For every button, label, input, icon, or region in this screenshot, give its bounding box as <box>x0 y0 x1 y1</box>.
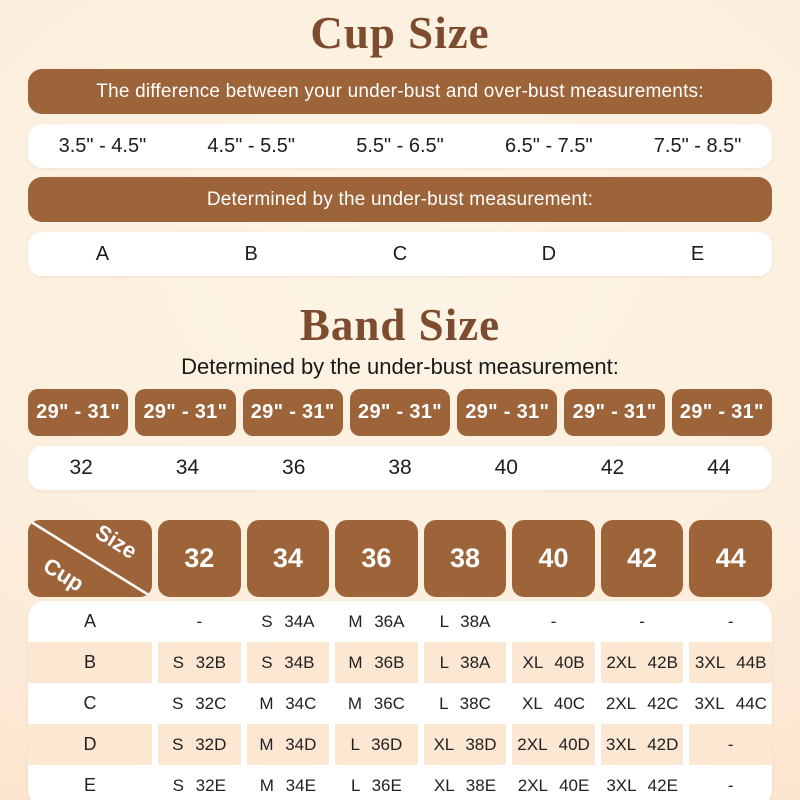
size-cell: 2XL 40E <box>517 775 590 795</box>
size-cell: M 36B <box>335 642 418 683</box>
banner-difference: The difference between your under-bust a… <box>28 69 772 114</box>
size-cell: 3XL 42E <box>606 775 678 795</box>
size-cell: XL 40B <box>512 642 595 683</box>
band-number-cell: 44 <box>707 456 731 479</box>
table-corner-cell: Size Cup <box>28 520 152 597</box>
size-cell: L 38A <box>423 642 507 683</box>
size-cell: S 32D <box>158 724 241 765</box>
size-cell: 2XL 40D <box>512 724 595 765</box>
diagonal-line <box>28 520 152 597</box>
cup-range-cell: 6.5" - 7.5" <box>505 134 593 157</box>
cup-letter-cell: D <box>541 242 557 265</box>
cup-letter-cell: A <box>95 242 110 265</box>
size-cell: XL 38D <box>423 724 507 765</box>
table-row-d: D S 32D M 34D L 36D XL 38D 2XL 40D 3XL 4… <box>28 724 772 765</box>
size-cell: M 36A <box>348 611 405 631</box>
column-header-cell: 44 <box>689 520 772 597</box>
size-cell: 3XL 42D <box>600 724 684 765</box>
table-row-b: B S 32B S 34B M 36B L 38A XL 40B 2XL 42B… <box>28 642 772 683</box>
size-cell: - <box>727 611 734 631</box>
cup-letter-cell: E <box>690 242 705 265</box>
band-range-row: 29" - 31" 29" - 31" 29" - 31" 29" - 31" … <box>28 389 772 436</box>
row-cup-label: B <box>28 642 152 683</box>
column-header-cell: 32 <box>158 520 241 597</box>
banner-difference-text: The difference between your under-bust a… <box>96 80 704 102</box>
band-size-title: Band Size <box>299 300 501 350</box>
row-cup-label: A <box>83 611 96 631</box>
size-table-header: Size Cup 32 34 36 38 40 42 44 <box>28 520 772 597</box>
row-cup-label: D <box>28 724 152 765</box>
size-table: Size Cup 32 34 36 38 40 42 44 A - S 34A … <box>28 520 772 800</box>
band-number-cell: 42 <box>600 456 625 479</box>
size-table-body: A - S 34A M 36A L 38A - - - B S 32B S 34… <box>28 601 772 800</box>
band-range-box: 29" - 31" <box>671 389 772 436</box>
size-cell: - <box>196 611 203 631</box>
size-cell: S 32C <box>172 693 227 713</box>
size-cell: S 34B <box>246 642 330 683</box>
band-range-box: 29" - 31" <box>135 389 236 436</box>
band-range-box: 29" - 31" <box>242 389 343 436</box>
band-range-box: 29" - 31" <box>564 389 665 436</box>
size-cell: L 38A <box>439 611 491 631</box>
size-cell: S 32E <box>172 775 226 795</box>
column-header-cell: 34 <box>246 520 330 597</box>
size-cell: M 34E <box>259 775 316 795</box>
size-cell: 2XL 42B <box>600 642 684 683</box>
size-cell: 3XL 44C <box>694 693 767 713</box>
table-row-c: C S 32C M 34C M 36C L 38C XL 40C 2XL 42C… <box>28 683 772 724</box>
cup-range-row: 3.5" - 4.5" 4.5" - 5.5" 5.5" - 6.5" 6.5"… <box>28 124 772 168</box>
cup-letter-cell: B <box>244 242 258 265</box>
cup-letter-cell: C <box>392 242 408 265</box>
size-cell: L 36D <box>335 724 418 765</box>
cup-range-cell: 4.5" - 5.5" <box>207 134 295 157</box>
column-header-cell: 38 <box>423 520 507 597</box>
row-cup-label: C <box>83 693 97 713</box>
band-number-row: 32 34 36 38 40 42 44 <box>28 446 772 490</box>
cup-range-cell: 5.5" - 6.5" <box>356 134 444 157</box>
row-cup-label: E <box>83 775 96 795</box>
size-cell: M 34D <box>246 724 330 765</box>
table-row-a: A - S 34A M 36A L 38A - - - <box>28 601 772 642</box>
cup-letter-row: A B C D E <box>28 232 772 276</box>
size-cell: M 34C <box>259 693 317 713</box>
band-range-box: 29" - 31" <box>349 389 451 436</box>
size-cell: 3XL 44B <box>689 642 772 683</box>
column-header-cell: 36 <box>335 520 418 597</box>
size-cell: - <box>727 775 734 795</box>
size-cell: - <box>689 724 772 765</box>
size-cell: L 36E <box>351 775 402 795</box>
size-cell: XL 40C <box>522 693 586 713</box>
size-cell: - <box>639 611 645 631</box>
size-cell: S 32B <box>158 642 241 683</box>
cup-range-cell: 3.5" - 4.5" <box>58 134 147 157</box>
size-cell: M 36C <box>347 693 405 713</box>
band-range-box: 29" - 31" <box>457 389 558 436</box>
cup-size-title: Cup Size <box>310 8 490 58</box>
column-header-cell: 42 <box>600 520 684 597</box>
size-cell: L 38C <box>439 693 491 713</box>
banner-underbust: Determined by the under-bust measurement… <box>28 177 772 222</box>
band-number-cell: 40 <box>494 456 518 479</box>
band-number-cell: 34 <box>175 456 200 479</box>
band-number-cell: 32 <box>69 456 93 479</box>
band-subtitle: Determined by the under-bust measurement… <box>181 354 619 379</box>
table-row-e: E S 32E M 34E L 36E XL 38E 2XL 40E 3XL 4… <box>28 765 772 800</box>
band-range-box: 29" - 31" <box>28 389 129 436</box>
size-cell: S 34A <box>261 611 315 631</box>
banner-underbust-text: Determined by the under-bust measurement… <box>206 188 594 210</box>
size-cell: XL 38E <box>433 775 497 795</box>
cup-range-cell: 7.5" - 8.5" <box>653 134 742 157</box>
size-cell: - <box>550 611 557 631</box>
size-cell: 2XL 42C <box>605 693 679 713</box>
column-header-cell: 40 <box>512 520 595 597</box>
band-number-cell: 38 <box>388 456 412 479</box>
band-number-cell: 36 <box>282 456 306 479</box>
